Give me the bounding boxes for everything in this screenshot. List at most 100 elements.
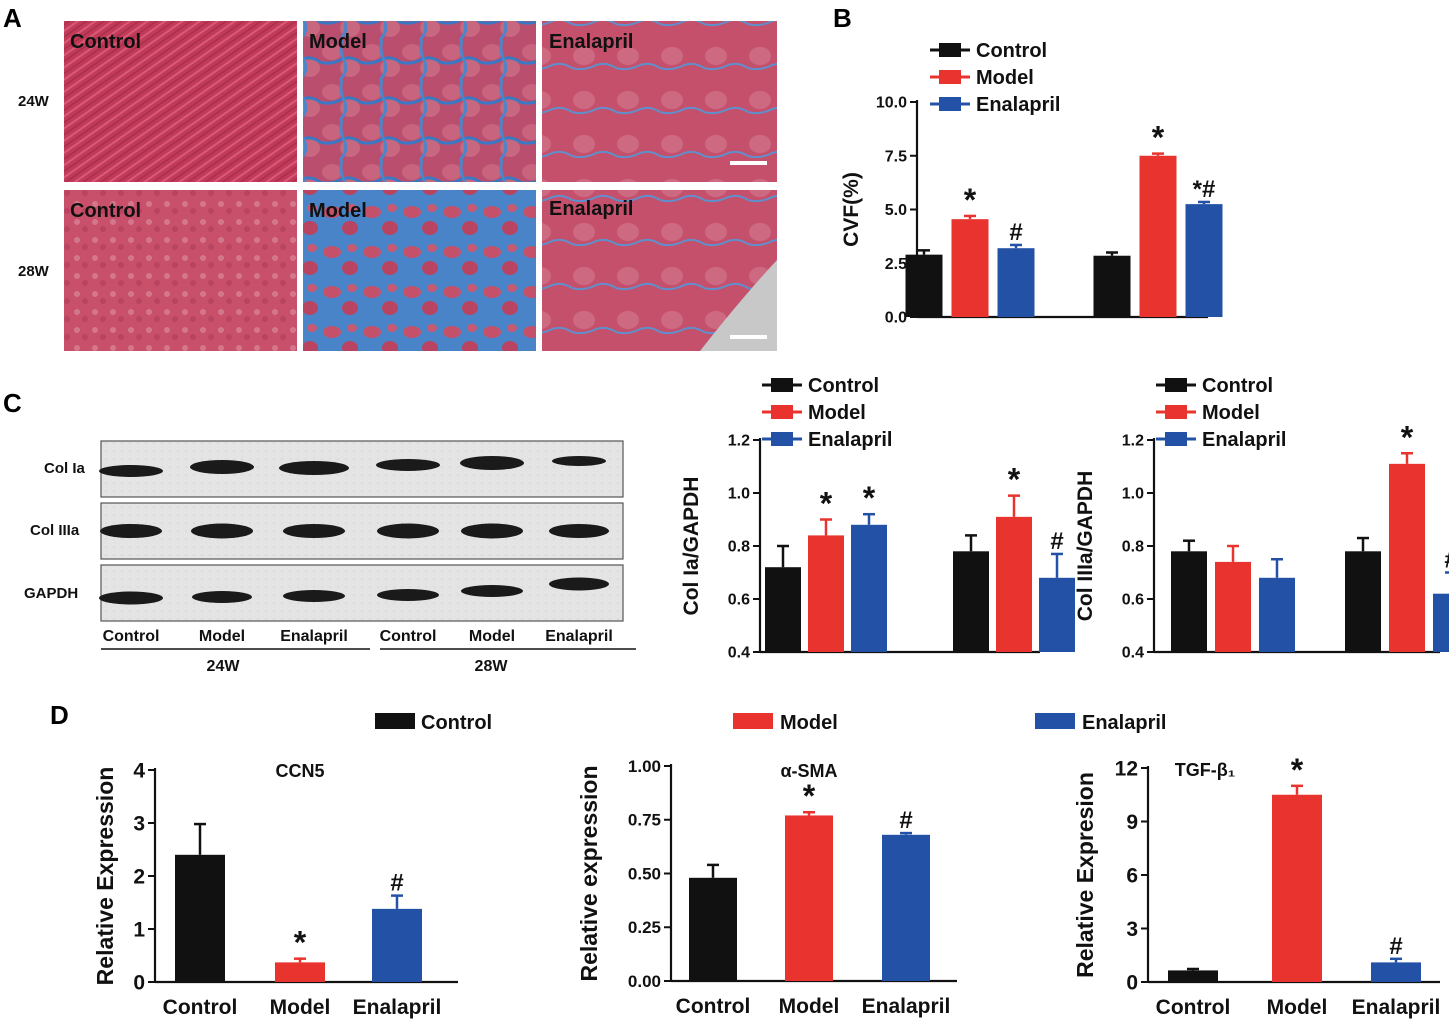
y-tick-label: 0 [133,971,145,994]
y-tick-label: 4 [133,759,145,782]
y-tick-label: 7.5 [885,148,907,165]
lane-label: Control [380,628,437,645]
legend-label: Control [976,40,1047,62]
blot-band [376,459,440,471]
blot-label-col-iiia: Col IIIa [30,522,80,539]
significance-mark: # [899,807,912,834]
significance-mark: * [1401,419,1414,455]
bar [175,854,225,982]
legend-swatch [771,405,793,419]
y-tick-label: 1.0 [728,486,750,503]
blot-band [552,456,606,466]
x-tick-label: Control [676,995,751,1018]
chart-d-alpha-sma: 0.00 0.25 0.50 0.75 1.00 Relative expression C… [576,757,957,1018]
bar [1093,255,1131,317]
legend-swatch [939,43,961,57]
y-tick-label: 0.6 [1122,592,1144,609]
blot-label-col-ia: Col Ia [44,460,85,477]
y-tick-label: 0.50 [628,864,661,883]
y-tick-label: 12 [1115,757,1138,780]
y-tick-label: 1.0 [1122,486,1144,503]
x-tick-label: Model [270,996,331,1019]
significance-mark: * [294,925,307,961]
micrograph-24w-control [64,21,297,182]
blot-strip-gapdh [100,564,624,622]
legend-label-control: Control [421,712,492,734]
legend-swatch-control [375,713,415,729]
x-tick-label: Enalapril [1352,996,1441,1019]
bar [1039,577,1075,652]
lane-label: Enalapril [280,628,348,645]
y-tick-label: 0.00 [628,972,661,991]
y-tick-label: 1 [133,918,145,941]
x-tick-label: Model [1267,996,1328,1019]
micrograph-label-24w-control: Control [70,31,141,53]
bar [1433,593,1449,652]
legend-swatch-enalapril [1035,713,1075,729]
panel-letter-d: D [50,700,69,730]
y-tick-label: 0.4 [728,645,750,662]
legend-swatch [771,432,793,446]
blot-band [99,465,163,477]
bar [689,877,737,981]
row-label-24w: 24W [18,93,50,110]
y-tick-label: 0.0 [885,310,907,327]
x-tick-label: Enalapril [353,996,442,1019]
blot-band [190,460,254,474]
y-tick-label: 6 [1126,864,1138,887]
bar [372,908,422,982]
group-label-24w: 24W [207,658,241,675]
significance-mark: # [1050,528,1063,555]
x-tick-label: Control [163,996,238,1019]
legend-label: Control [1202,375,1273,397]
bar [851,524,887,652]
micrograph-label-28w-control: Control [70,200,141,222]
significance-mark: * [1152,120,1165,156]
blot-band [549,524,609,538]
legend-label: Control [808,375,879,397]
panel-letter-a: A [3,3,22,33]
blot-band [283,590,345,602]
bar [953,551,989,652]
y-axis-label: Relative expression [576,765,602,981]
legend-label: Model [1202,402,1260,424]
blot-label-gapdh: GAPDH [24,585,78,602]
bar [882,834,930,981]
significance-mark: # [1389,933,1402,960]
bar [951,219,989,317]
panel-d-legend: Control Model Enalapril [375,712,1166,734]
y-tick-label: 10.0 [876,95,907,112]
legend-swatch-model [733,713,773,729]
chart-title: α-SMA [780,761,837,781]
legend-swatch [1165,405,1187,419]
significance-mark: *# [1193,176,1216,203]
blot-strip-col-ia [100,440,624,498]
panel-letter-b: B [833,3,852,33]
significance-mark: * [863,480,876,516]
bar [1389,463,1425,652]
bar [1272,794,1322,982]
y-tick-label: 3 [133,812,145,835]
lane-label: Control [103,628,160,645]
blot-band [283,524,345,538]
blot-bands [99,456,609,605]
panel-a-micrographs: 24W 28W Control Model Enalapril Control … [18,21,777,351]
y-tick-label: 0.8 [728,539,750,556]
chart-title: CCN5 [275,761,324,781]
chart-c-col-ia: 0.4 0.6 0.8 1.0 1.2 Col Ia/GAPDH * * * # Control Mo… [680,375,1075,662]
y-axis-label: Relative Expression [92,767,118,986]
legend-label-model: Model [780,712,838,734]
legend-label: Model [976,67,1034,89]
legend-label: Model [808,402,866,424]
chart-c-col-iiia: 0.4 0.6 0.8 1.0 1.2 Col IIIa/GAPDH * # Control Mo… [1074,375,1449,662]
lane-label: Model [199,628,245,645]
chart-title: TGF-β₁ [1175,760,1235,780]
significance-mark: * [820,486,833,522]
y-tick-label: 0.6 [728,592,750,609]
bar [275,962,325,982]
blot-band [461,523,523,539]
micrograph-28w-control [64,190,297,351]
legend-swatch [1165,378,1187,392]
